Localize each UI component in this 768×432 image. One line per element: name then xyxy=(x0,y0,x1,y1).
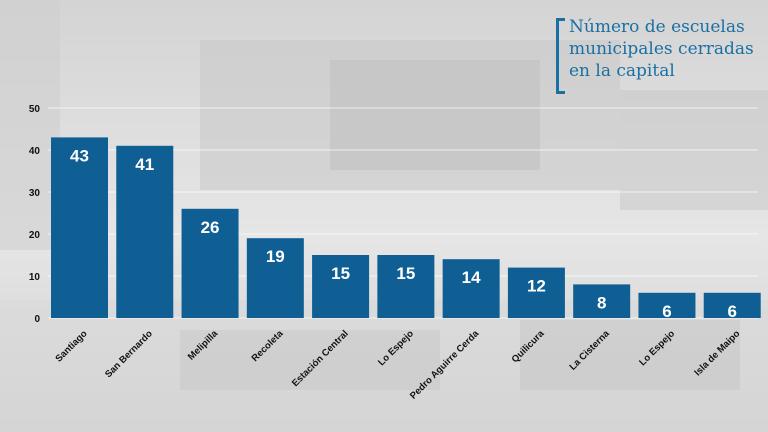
bar xyxy=(703,292,761,318)
bar-value-label: 14 xyxy=(462,268,481,287)
bar xyxy=(51,137,108,318)
bar-value-label: 26 xyxy=(201,218,220,237)
x-tick-label: Estación Central xyxy=(290,328,351,389)
x-tick-label: Melipilla xyxy=(186,328,221,363)
bar xyxy=(116,145,174,318)
y-tick-label: 40 xyxy=(29,146,41,157)
bar-value-label: 6 xyxy=(662,302,671,321)
bar xyxy=(181,208,239,318)
x-tick-label: La Cisterna xyxy=(567,328,612,373)
bar xyxy=(573,284,631,318)
x-tick-label: Santiago xyxy=(53,328,89,364)
bar xyxy=(638,292,696,318)
bar xyxy=(377,255,435,318)
y-tick-label: 0 xyxy=(34,314,40,325)
x-tick-label: Lo Espejo xyxy=(376,328,416,368)
bar xyxy=(442,259,500,318)
title-bracket-decoration xyxy=(556,18,565,94)
x-tick-label: Recoleta xyxy=(250,328,286,364)
bar-value-label: 8 xyxy=(597,293,606,312)
bar-value-label: 15 xyxy=(396,264,415,283)
bar-value-label: 12 xyxy=(527,277,546,296)
y-tick-label: 30 xyxy=(29,188,41,199)
y-tick-label: 20 xyxy=(29,230,41,241)
x-tick-label: Pedro Aguirre Cerda xyxy=(408,328,482,402)
bar-value-label: 6 xyxy=(727,302,736,321)
x-tick-label: Isla de Maipo xyxy=(692,328,742,378)
bar xyxy=(507,267,565,318)
y-tick-label: 50 xyxy=(29,104,41,115)
bar-value-label: 41 xyxy=(135,155,154,174)
y-tick-label: 10 xyxy=(29,272,41,283)
x-tick-label: Lo Espejo xyxy=(637,328,677,368)
x-tick-label: Quilicura xyxy=(510,328,547,365)
bar xyxy=(246,238,304,318)
bar-value-label: 19 xyxy=(266,247,285,266)
bar xyxy=(312,255,370,318)
x-tick-label: San Bernardo xyxy=(103,328,155,380)
bar-value-label: 43 xyxy=(70,146,89,165)
chart-title: Número de escuelas municipales cerradas … xyxy=(569,17,754,81)
bar-value-label: 15 xyxy=(331,264,350,283)
